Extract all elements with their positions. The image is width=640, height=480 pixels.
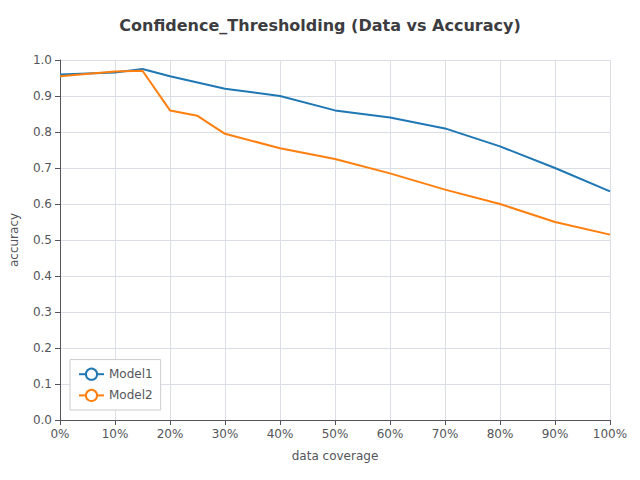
svg-text:0.6: 0.6 [33, 197, 52, 211]
svg-text:0.1: 0.1 [33, 377, 52, 391]
svg-text:30%: 30% [212, 427, 239, 441]
svg-text:0.9: 0.9 [33, 89, 52, 103]
svg-text:Confidence_Thresholding (Data: Confidence_Thresholding (Data vs Accurac… [119, 16, 520, 35]
svg-text:accuracy: accuracy [7, 213, 21, 267]
svg-text:80%: 80% [487, 427, 514, 441]
svg-text:60%: 60% [377, 427, 404, 441]
svg-text:0.4: 0.4 [33, 269, 52, 283]
svg-text:90%: 90% [542, 427, 569, 441]
svg-text:0.2: 0.2 [33, 341, 52, 355]
svg-text:0.3: 0.3 [33, 305, 52, 319]
svg-text:0.0: 0.0 [33, 413, 52, 427]
svg-text:data coverage: data coverage [292, 449, 379, 463]
svg-text:Model2: Model2 [109, 388, 153, 402]
svg-text:50%: 50% [322, 427, 349, 441]
svg-text:1.0: 1.0 [33, 53, 52, 67]
svg-text:100%: 100% [593, 427, 627, 441]
svg-text:40%: 40% [267, 427, 294, 441]
svg-text:20%: 20% [157, 427, 184, 441]
svg-text:0%: 0% [50, 427, 69, 441]
svg-text:Model1: Model1 [109, 367, 153, 381]
svg-text:70%: 70% [432, 427, 459, 441]
svg-text:0.8: 0.8 [33, 125, 52, 139]
svg-text:0.7: 0.7 [33, 161, 52, 175]
svg-text:10%: 10% [102, 427, 129, 441]
svg-text:0.5: 0.5 [33, 233, 52, 247]
